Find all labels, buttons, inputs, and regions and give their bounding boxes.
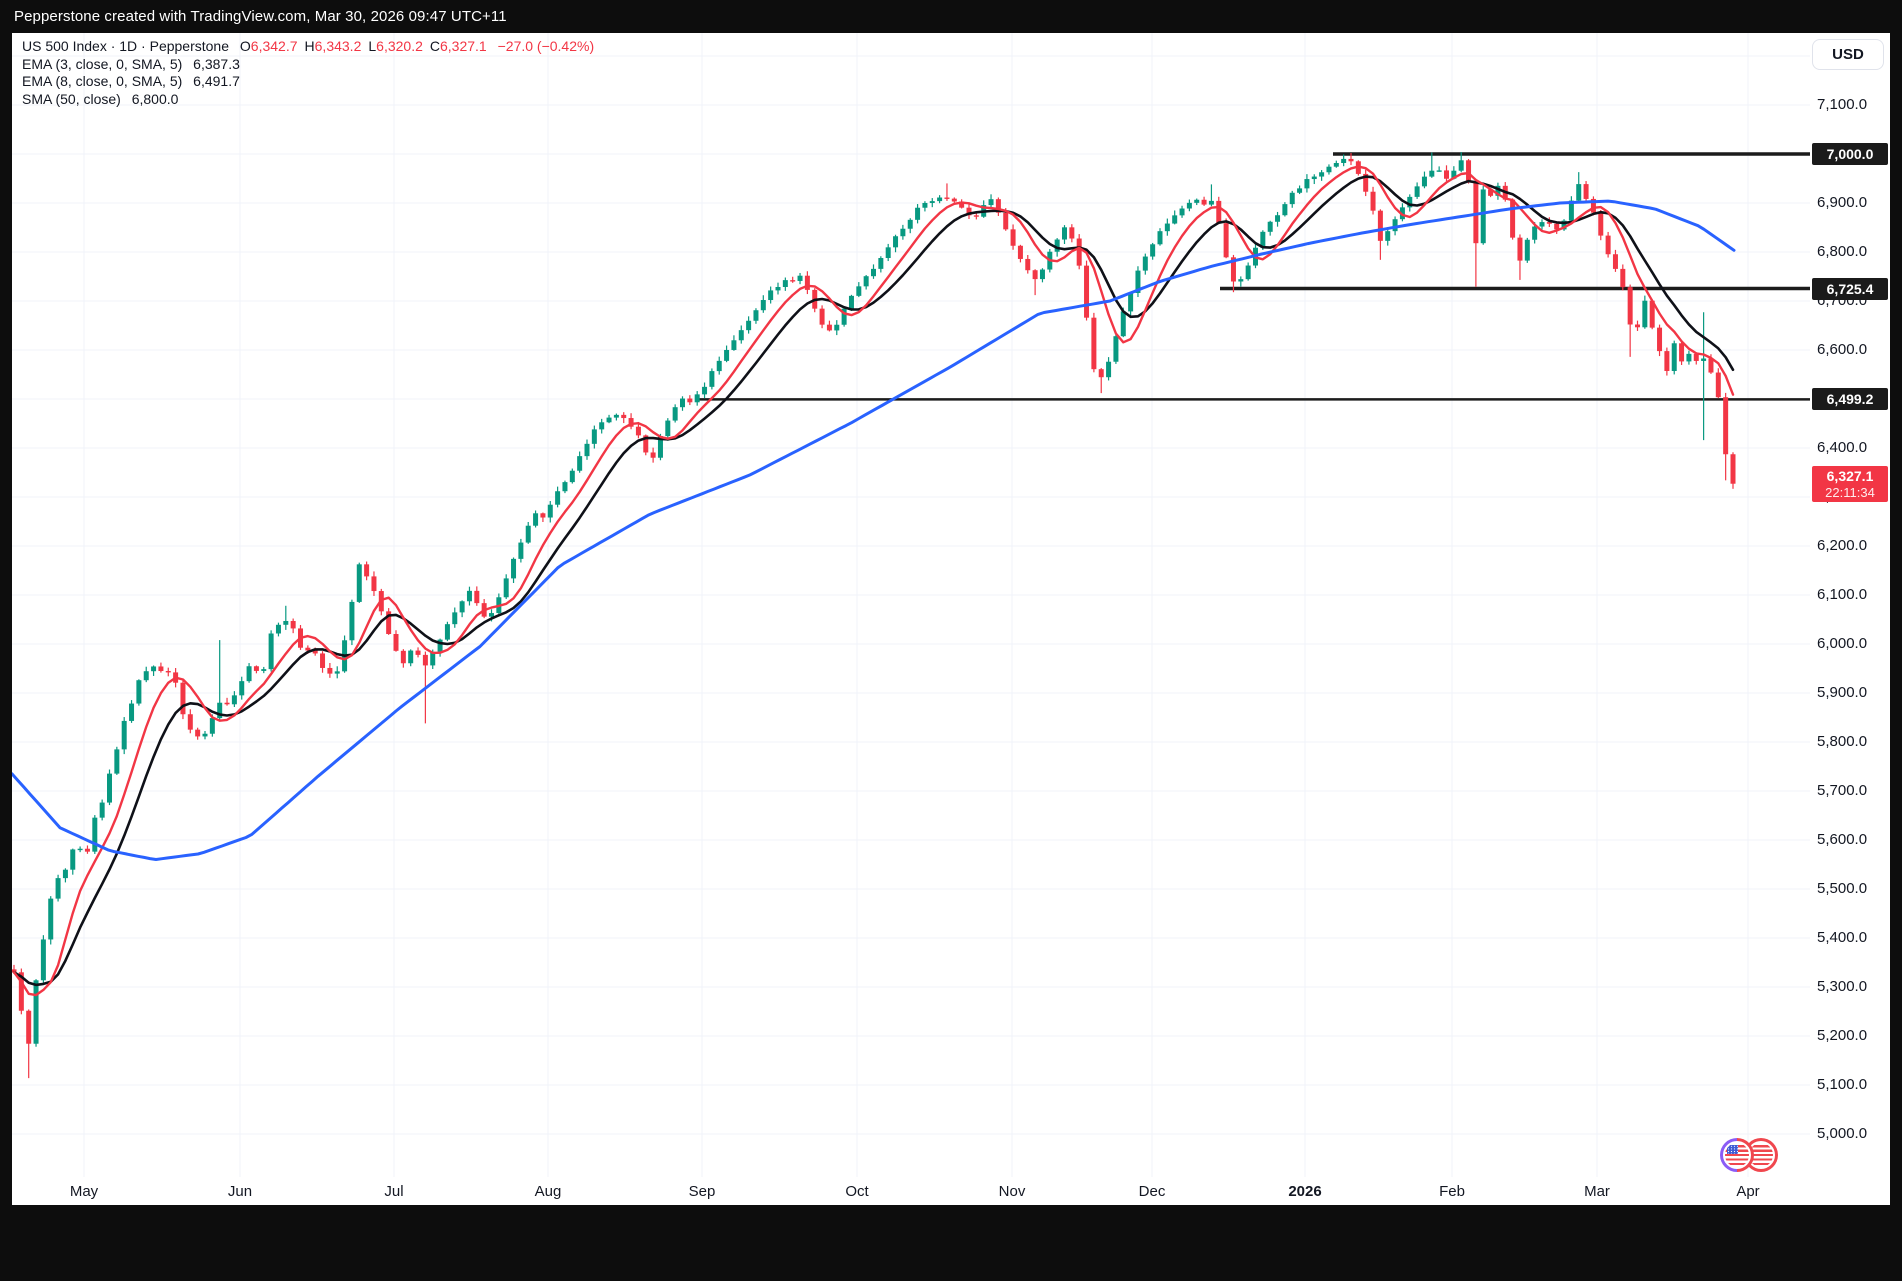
price-axis-label: 5,100.0 <box>1817 1076 1868 1093</box>
attribution-text: Pepperstone created with TradingView.com… <box>14 8 507 25</box>
ema8-label: EMA (8, close, 0, SMA, 5) <box>22 73 183 89</box>
price-axis-label: 6,100.0 <box>1817 586 1868 603</box>
ohlc-key: C <box>429 38 440 54</box>
time-axis-label: Jun <box>227 1183 253 1200</box>
price-axis-label: 7,100.0 <box>1817 96 1868 113</box>
price-level-tag: 6,499.2 <box>1812 388 1888 411</box>
footer-bar: TradingView <box>0 1205 1902 1281</box>
ohlc-value: 6,342.7 <box>250 38 298 54</box>
symbol-title: US 500 Index · 1D · Pepperstone <box>22 38 230 54</box>
price-axis-label: 5,300.0 <box>1817 978 1868 995</box>
time-axis-label: Sep <box>688 1183 716 1200</box>
time-axis-label: 2026 <box>1288 1183 1322 1200</box>
price-axis-label: 5,900.0 <box>1817 684 1868 701</box>
currency-toggle-button[interactable]: USD <box>1812 39 1884 70</box>
ema8-legend-row[interactable]: EMA (8, close, 0, SMA, 5) 6,491.7 <box>22 73 594 91</box>
time-axis-label: Aug <box>534 1183 562 1200</box>
chart-panel[interactable] <box>12 33 1890 1205</box>
sma50-value: 6,800.0 <box>131 90 179 107</box>
attribution-bar: Pepperstone created with TradingView.com… <box>0 0 1902 33</box>
us-flag-icon <box>1720 1138 1754 1172</box>
ohlc-key: L <box>368 38 377 54</box>
price-axis-label: 5,500.0 <box>1817 880 1868 897</box>
price-level-tag: 7,000.0 <box>1812 143 1888 165</box>
time-axis-label: Apr <box>1736 1183 1760 1200</box>
ohlc-value: 6,327.1 <box>440 38 487 54</box>
time-axis-label: Mar <box>1584 1183 1610 1200</box>
ema3-legend-row[interactable]: EMA (3, close, 0, SMA, 5) 6,387.3 <box>22 56 594 74</box>
ema8-value: 6,491.7 <box>193 73 240 89</box>
time-axis-label: Nov <box>998 1183 1026 1200</box>
last-price-tag: 6,327.1 22:11:34 <box>1812 465 1888 502</box>
price-axis-label: 5,700.0 <box>1817 782 1868 799</box>
ohlc-key: H <box>304 38 315 54</box>
last-price-value: 6,327.1 <box>1826 467 1874 484</box>
ohlc-key: O <box>239 38 251 54</box>
price-axis-label: 6,600.0 <box>1817 341 1868 358</box>
sma50-label: SMA (50, close) <box>22 90 121 107</box>
ohlc-value: 6,320.2 <box>376 38 423 54</box>
time-axis-label: May <box>69 1183 99 1200</box>
price-axis-label: 6,900.0 <box>1817 194 1868 211</box>
bar-countdown: 22:11:34 <box>1825 484 1875 500</box>
time-axis-label: Feb <box>1439 1183 1465 1200</box>
price-axis-label: 6,800.0 <box>1817 243 1868 260</box>
symbol-flag-icons <box>1720 1138 1780 1174</box>
price-axis-label: 5,200.0 <box>1817 1027 1868 1044</box>
price-axis-label: 6,200.0 <box>1817 537 1868 554</box>
symbol-legend-row[interactable]: US 500 Index · 1D · Pepperstone O6,342.7… <box>22 38 594 56</box>
price-level-tag: 6,725.4 <box>1812 277 1888 300</box>
price-axis-label: 5,800.0 <box>1817 733 1868 750</box>
ohlc-values: O6,342.7 H6,343.2 L6,320.2 C6,327.1 <box>233 38 487 54</box>
price-axis-label: 5,000.0 <box>1817 1125 1868 1142</box>
price-axis-label: 6,400.0 <box>1817 439 1868 456</box>
time-axis-label: Jul <box>384 1183 404 1200</box>
ohlc-value: 6,343.2 <box>314 38 362 54</box>
price-axis-label: 5,400.0 <box>1817 929 1868 946</box>
time-axis-label: Oct <box>845 1183 869 1200</box>
price-axis-label: 6,000.0 <box>1817 635 1868 652</box>
chart-legend: US 500 Index · 1D · Pepperstone O6,342.7… <box>22 38 594 108</box>
ema3-value: 6,387.3 <box>193 55 240 72</box>
price-axis-label: 5,600.0 <box>1817 831 1868 848</box>
change-value: −27.0 (−0.42%) <box>497 38 595 54</box>
sma50-legend-row[interactable]: SMA (50, close) 6,800.0 <box>22 91 594 109</box>
ema3-label: EMA (3, close, 0, SMA, 5) <box>22 55 183 72</box>
time-axis-label: Dec <box>1138 1183 1166 1200</box>
